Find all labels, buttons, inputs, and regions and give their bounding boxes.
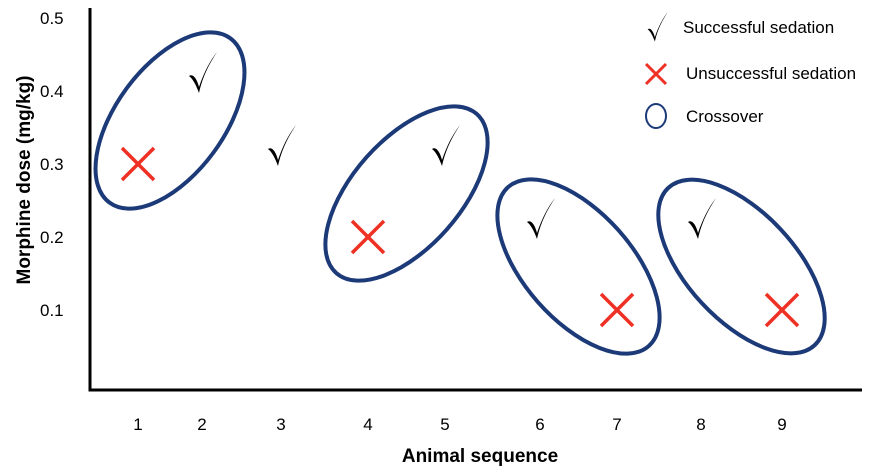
x-tick-label: 8 [696, 415, 705, 434]
x-tick-label: 4 [363, 415, 372, 434]
point-fail-4 [350, 219, 386, 255]
y-axis-title: Morphine dose (mg/kg) [14, 76, 35, 285]
x-tick-label: 6 [535, 415, 544, 434]
legend: Successful sedation Unsuccessful sedatio… [644, 12, 856, 129]
x-tick-label: 7 [612, 415, 621, 434]
crossover-ellipse-2 [323, 104, 490, 283]
point-fail-9 [764, 292, 800, 328]
point-fail-1 [120, 146, 156, 182]
x-tick-label: 3 [276, 415, 285, 434]
x-tick-label: 2 [197, 415, 206, 434]
point-fail-7 [599, 292, 635, 328]
legend-label-fail: Unsuccessful sedation [686, 64, 856, 83]
ellipse-icon [645, 103, 667, 129]
legend-cross-mark [644, 62, 668, 86]
crossover-ellipse-1 [93, 30, 247, 211]
x-tick-label: 5 [440, 415, 449, 434]
crossover-ellipse-3 [495, 177, 662, 356]
y-tick-label: 0.4 [40, 82, 64, 101]
y-tick-label: 0.5 [40, 9, 64, 28]
tick-labels: 0.1 0.2 0.3 0.4 0.5 1 2 3 4 5 6 7 8 9 [40, 9, 787, 434]
legend-item-fail: Unsuccessful sedation [644, 62, 856, 86]
legend-item-success: Successful sedation [647, 12, 834, 42]
x-tick-label: 9 [777, 415, 786, 434]
y-tick-label: 0.3 [40, 155, 64, 174]
crossover-ellipses [93, 30, 827, 356]
y-tick-label: 0.2 [40, 228, 64, 247]
legend-label-crossover: Crossover [686, 107, 764, 126]
cross-icon [644, 62, 668, 86]
crossover-ellipse-4 [656, 177, 827, 356]
legend-item-crossover: Crossover [645, 103, 764, 129]
x-axis-title: Animal sequence [402, 446, 558, 467]
data-points [120, 52, 800, 328]
point-success-8 [688, 198, 716, 239]
legend-ellipse-mark [645, 103, 667, 129]
x-tick-label: 1 [133, 415, 142, 434]
point-success-3 [268, 125, 296, 166]
point-success-6 [527, 198, 555, 239]
point-success-2 [189, 52, 217, 93]
legend-check-mark [647, 12, 668, 42]
check-icon [647, 12, 668, 42]
legend-label-success: Successful sedation [683, 18, 834, 37]
axes [88, 8, 862, 392]
point-success-5 [432, 125, 460, 166]
y-tick-label: 0.1 [40, 301, 64, 320]
